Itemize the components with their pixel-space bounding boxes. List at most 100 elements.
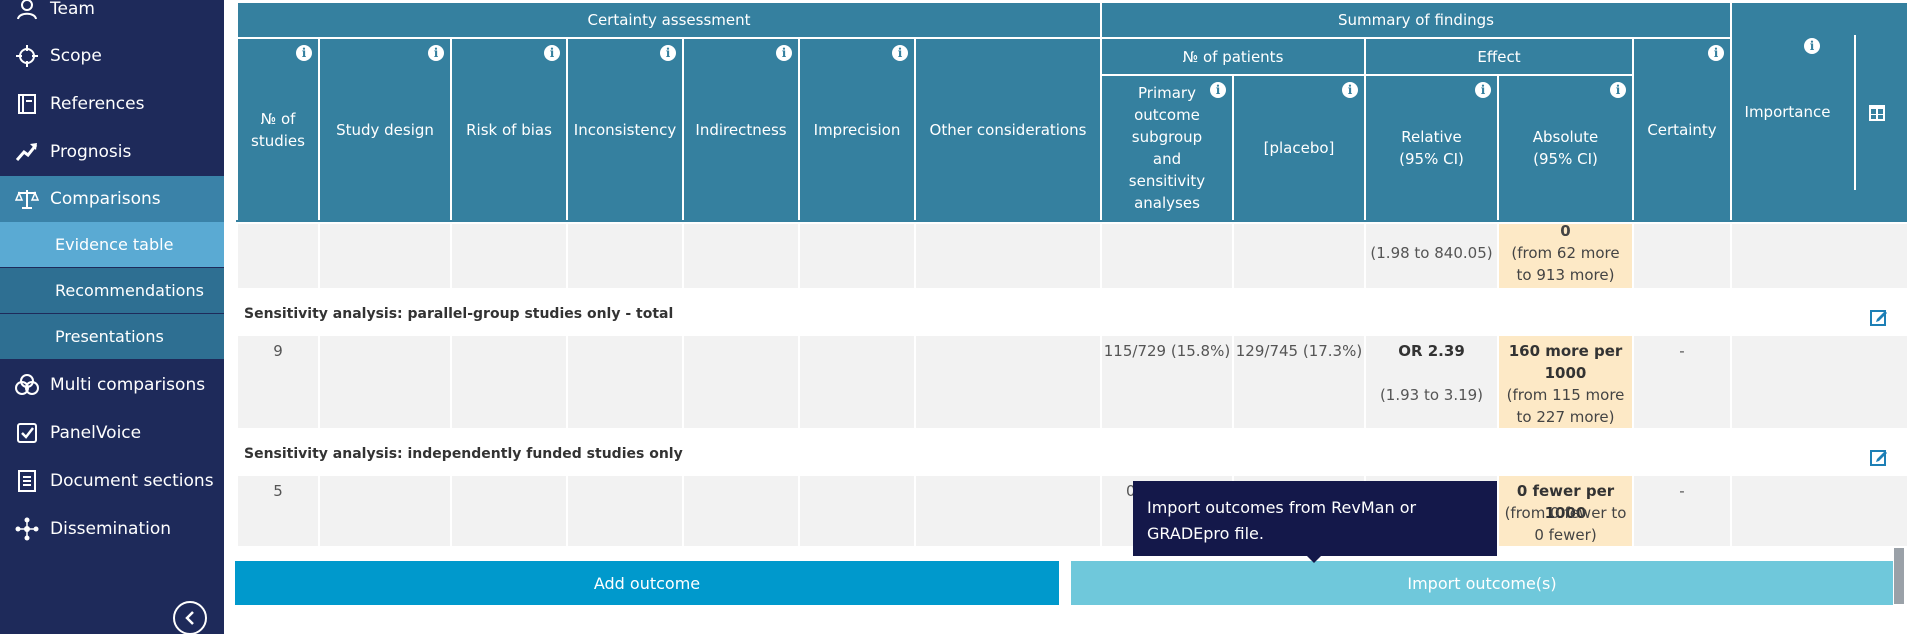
table-cell: [916, 224, 1100, 288]
sidebar-item-label: Document sections: [50, 471, 214, 491]
table-cell: [320, 224, 450, 288]
sidebar-item-label: Prognosis: [50, 142, 132, 162]
info-icon[interactable]: i: [1342, 82, 1358, 98]
table-cell: [1102, 224, 1232, 288]
header-absolute: Absolute (95% CI) i: [1499, 76, 1632, 220]
sidebar-subitem-evidence-table[interactable]: Evidence table: [0, 222, 224, 267]
info-icon[interactable]: i: [1210, 82, 1226, 98]
sidebar-item-label: Team: [50, 0, 95, 19]
header-importance: Importance i: [1732, 3, 1907, 220]
chevron-left-icon: [185, 611, 194, 625]
table-cell: [320, 336, 450, 428]
info-icon[interactable]: i: [296, 45, 312, 61]
sidebar-item-panelvoice[interactable]: PanelVoice: [0, 410, 224, 456]
sidebar-item-label: PanelVoice: [50, 423, 142, 443]
scope-icon: [14, 43, 40, 69]
sidebar-item-dissemination[interactable]: Dissemination: [0, 506, 224, 552]
table-cell: [916, 476, 1100, 546]
edit-icon[interactable]: [1870, 448, 1888, 466]
sidebar-subitem-label: Evidence table: [55, 235, 174, 254]
table-cell: [238, 224, 318, 288]
header-other-considerations: Other considerations: [916, 39, 1100, 220]
header-placebo: [placebo] i: [1234, 76, 1364, 220]
sidebar-subitem-label: Presentations: [55, 327, 164, 346]
info-icon[interactable]: i: [428, 45, 444, 61]
sidebar-subitem-label: Recommendations: [55, 281, 204, 300]
header-certainty: Certainty i: [1634, 39, 1730, 220]
info-icon[interactable]: i: [1610, 82, 1626, 98]
table-cell: [800, 336, 914, 428]
table-cell: [916, 336, 1100, 428]
table-cell: [320, 476, 450, 546]
references-icon: [14, 91, 40, 117]
team-icon: [14, 0, 40, 22]
table-cell: [1634, 224, 1730, 288]
table-cell: [800, 476, 914, 546]
table-cell: [452, 224, 566, 288]
sidebar-subitem-presentations[interactable]: Presentations: [0, 314, 224, 359]
header-no-of-patients: № of patients: [1102, 39, 1364, 74]
collapse-sidebar-button[interactable]: [173, 601, 207, 635]
header-relative: Relative (95% CI) i: [1366, 76, 1497, 220]
sidebar-item-scope[interactable]: Scope: [0, 33, 224, 79]
sidebar-item-label: Dissemination: [50, 519, 172, 539]
sidebar-item-comparisons[interactable]: Comparisons: [0, 176, 224, 222]
header-indirectness: Indirectness i: [684, 39, 798, 220]
sidebar: Team Scope References Prognosis Comparis…: [0, 0, 224, 635]
sidebar-item-document-sections[interactable]: Document sections: [0, 458, 224, 504]
info-icon[interactable]: i: [544, 45, 560, 61]
primary-cell: 115/729 (15.8%): [1102, 336, 1232, 428]
studies-cell: 9: [238, 336, 318, 428]
table-cell: [684, 336, 798, 428]
header-inconsistency: Inconsistency i: [568, 39, 682, 220]
absolute-cell: 0 (from 62 more to 913 more): [1499, 222, 1632, 288]
table-cell: [568, 336, 682, 428]
info-icon[interactable]: i: [1708, 45, 1724, 61]
sidebar-item-label: References: [50, 94, 145, 114]
table-cell: [800, 224, 914, 288]
info-icon[interactable]: i: [776, 45, 792, 61]
header-certainty-assessment: Certainty assessment: [238, 3, 1100, 37]
table-cell: [1732, 224, 1907, 288]
tooltip-arrow: [1306, 555, 1322, 563]
header-no-of-studies: № of studies i: [238, 39, 318, 220]
table-cell: [684, 224, 798, 288]
prognosis-icon: [14, 139, 40, 165]
checkbox-icon: [14, 420, 40, 446]
edit-icon[interactable]: [1870, 308, 1888, 326]
info-icon[interactable]: i: [1475, 82, 1491, 98]
column-divider: [1854, 35, 1856, 190]
import-outcomes-button[interactable]: Import outcome(s): [1071, 561, 1893, 605]
add-outcome-button[interactable]: Add outcome: [235, 561, 1059, 605]
sidebar-item-prognosis[interactable]: Prognosis: [0, 129, 224, 175]
table-cell: [452, 476, 566, 546]
sidebar-item-team[interactable]: Team: [0, 0, 224, 32]
header-imprecision: Imprecision i: [800, 39, 914, 220]
table-cell: [1234, 224, 1364, 288]
sidebar-item-multi-comparisons[interactable]: Multi comparisons: [0, 362, 224, 408]
studies-cell: 5: [238, 476, 318, 546]
header-summary-of-findings: Summary of findings: [1102, 3, 1730, 37]
group-title: Sensitivity analysis: independently fund…: [244, 446, 683, 462]
document-icon: [14, 468, 40, 494]
sidebar-item-references[interactable]: References: [0, 81, 224, 127]
multi-comparisons-icon: [14, 372, 40, 398]
header-primary-outcome: Primary outcome subgroup and sensitivity…: [1102, 76, 1232, 220]
sidebar-item-label: Scope: [50, 46, 102, 66]
table-cell: [684, 476, 798, 546]
evidence-table: Certainty assessment Summary of findings…: [236, 0, 1907, 634]
table-cell: [568, 224, 682, 288]
certainty-cell: -: [1634, 336, 1730, 428]
info-icon[interactable]: i: [1804, 38, 1820, 54]
header-effect: Effect: [1366, 39, 1632, 74]
column-settings-icon[interactable]: [1869, 105, 1885, 121]
absolute-cell: 0 fewer per 1000 (from 0 fewer to 0 fewe…: [1499, 476, 1632, 546]
table-cell: [1732, 476, 1907, 546]
sidebar-subitem-recommendations[interactable]: Recommendations: [0, 268, 224, 313]
placebo-cell: 129/745 (17.3%): [1234, 336, 1364, 428]
balance-scale-icon: [14, 186, 40, 212]
info-icon[interactable]: i: [892, 45, 908, 61]
relative-cell: OR 2.39 (1.93 to 3.19): [1366, 336, 1497, 428]
info-icon[interactable]: i: [660, 45, 676, 61]
scrollbar[interactable]: [1894, 548, 1904, 604]
